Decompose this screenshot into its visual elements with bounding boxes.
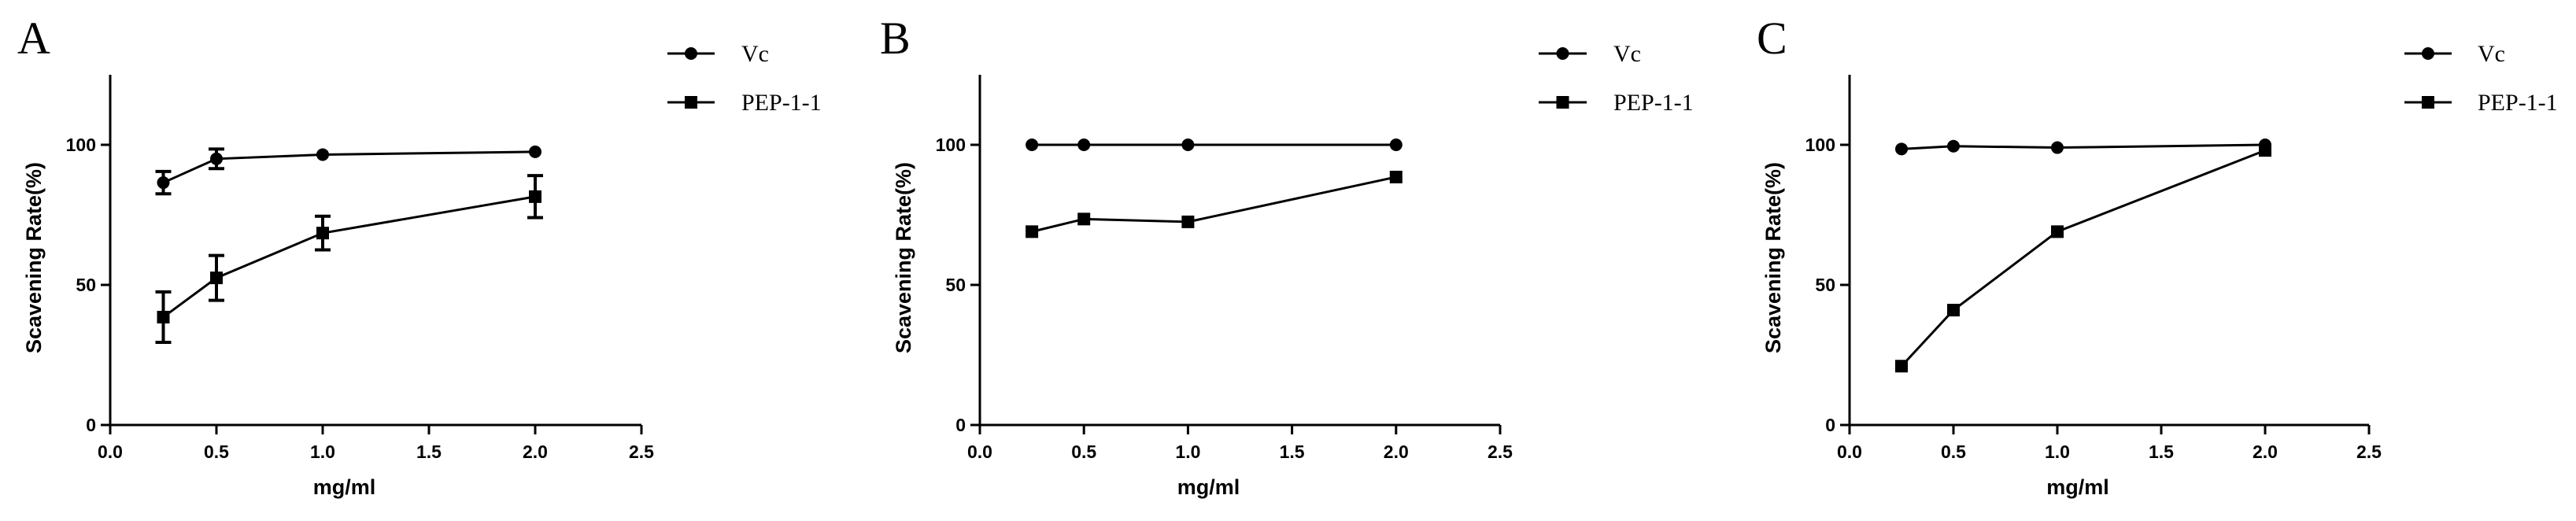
series-line-vc <box>162 150 536 184</box>
legend-marker-pep-1-1 <box>1556 96 1569 109</box>
y-tick-label: 0 <box>955 415 966 435</box>
data-point-pep-1-1 <box>529 190 541 203</box>
legend-label-vc: Vc <box>2478 41 2505 67</box>
x-tick-label: 1.5 <box>1280 442 1305 462</box>
data-point-pep-1-1 <box>316 227 329 240</box>
data-point-pep-1-1 <box>1895 360 1908 373</box>
data-point-pep-1-1 <box>210 272 223 285</box>
data-point-pep-1-1 <box>2051 225 2064 238</box>
x-tick-label: 1.0 <box>310 442 335 462</box>
data-point-pep-1-1 <box>1947 304 1960 317</box>
legend-marker-vc <box>2422 47 2434 60</box>
x-tick-label: 2.0 <box>2253 442 2278 462</box>
x-tick-label: 2.0 <box>1384 442 1409 462</box>
data-point-vc <box>316 148 329 161</box>
x-tick-label: 2.5 <box>1488 442 1513 462</box>
x-axis-title: mg/ml <box>2046 475 2109 499</box>
legend-marker-vc <box>685 47 697 60</box>
panel-label: A <box>17 13 50 64</box>
y-tick-label: 50 <box>76 275 96 295</box>
y-axis-title: Scavening Rate(%) <box>1761 162 1785 353</box>
x-tick-label: 2.0 <box>523 442 548 462</box>
panel-label: B <box>880 13 911 64</box>
x-tick-label: 0.5 <box>1071 442 1096 462</box>
data-point-pep-1-1 <box>1389 170 1403 183</box>
data-point-vc <box>1181 139 1195 151</box>
x-tick-label: 1.5 <box>2149 442 2174 462</box>
x-tick-label: 1.5 <box>416 442 442 462</box>
legend-label-vc: Vc <box>1613 41 1641 67</box>
chart-panel-c: C 0.0 0.5 1.0 1.5 2.0 2.5 0 50 100 mg/ml Scavening … <box>1757 13 2558 499</box>
legend-label-pep-1-1: PEP-1-1 <box>1613 90 1694 116</box>
x-tick-label: 2.5 <box>629 442 654 462</box>
x-tick-label: 0.0 <box>967 442 992 462</box>
data-point-vc <box>210 152 223 165</box>
legend-label-pep-1-1: PEP-1-1 <box>741 90 822 116</box>
data-point-pep-1-1 <box>1077 212 1091 226</box>
x-axis-title: mg/ml <box>1177 475 1240 499</box>
data-point-vc <box>1077 139 1091 151</box>
x-tick-label: 0.5 <box>1941 442 1966 462</box>
x-axis-title: mg/ml <box>313 475 376 499</box>
x-tick-label: 0.0 <box>1837 442 1862 462</box>
data-point-vc <box>1026 139 1039 151</box>
y-axis-title: Scavening Rate(%) <box>892 162 915 353</box>
legend-marker-pep-1-1 <box>685 96 697 109</box>
data-point-vc <box>1389 139 1403 151</box>
series-line-pep-1-1 <box>1900 149 2266 368</box>
x-tick-label: 1.0 <box>1175 442 1200 462</box>
data-point-pep-1-1 <box>1181 215 1195 228</box>
y-tick-label: 50 <box>1815 275 1835 295</box>
data-point-pep-1-1 <box>1026 225 1039 238</box>
chart-panel-b: B 0.0 0.5 1.0 1.5 2.0 2.5 0 50 100 mg/ml Scavening … <box>880 13 1694 499</box>
y-tick-label: 50 <box>945 275 966 295</box>
series-line-vc <box>1901 143 2266 150</box>
x-tick-label: 2.5 <box>2356 442 2382 462</box>
data-point-pep-1-1 <box>157 310 170 323</box>
x-tick-label: 0.0 <box>98 442 123 462</box>
data-point-vc <box>529 145 541 158</box>
legend-marker-pep-1-1 <box>2422 96 2434 109</box>
data-point-vc <box>1947 139 1960 153</box>
series-line-pep-1-1 <box>162 195 536 319</box>
y-tick-label: 0 <box>1825 415 1835 435</box>
data-point-vc <box>157 176 170 190</box>
x-tick-label: 1.0 <box>2045 442 2070 462</box>
panel-label: C <box>1757 13 1787 64</box>
data-point-vc <box>1895 142 1908 156</box>
legend-label-pep-1-1: PEP-1-1 <box>2478 90 2558 116</box>
y-tick-label: 100 <box>936 135 966 155</box>
legend-label-vc: Vc <box>741 41 769 67</box>
y-tick-label: 100 <box>66 135 96 155</box>
legend-marker-vc <box>1556 47 1569 60</box>
y-axis-title: Scavening Rate(%) <box>22 162 46 353</box>
y-tick-label: 100 <box>1805 135 1835 155</box>
y-tick-label: 0 <box>86 415 96 435</box>
chart-panel-a: A 0.0 0.5 1.0 1.5 2.0 2.5 0 50 100 mg/ml Scavening … <box>17 13 822 499</box>
series-line-pep-1-1 <box>1031 176 1397 233</box>
data-point-pep-1-1 <box>2259 144 2271 157</box>
data-point-vc <box>2051 141 2064 154</box>
x-tick-label: 0.5 <box>204 442 229 462</box>
